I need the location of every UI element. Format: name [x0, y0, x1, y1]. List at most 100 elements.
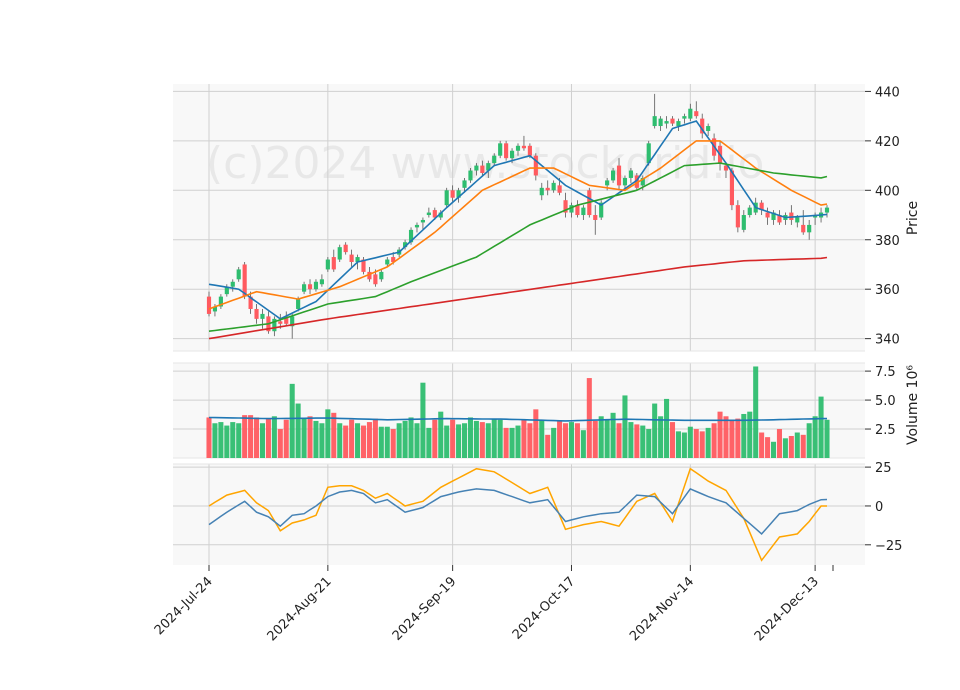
volume-bar — [729, 419, 735, 458]
volume-bar — [254, 417, 260, 458]
volume-bar — [236, 423, 242, 458]
candle-body — [325, 259, 330, 270]
volume-bar — [372, 418, 378, 458]
moving-average-line-100 — [208, 256, 828, 340]
candle — [290, 313, 295, 339]
y-tick-label: −25 — [875, 539, 902, 554]
candle-body — [242, 264, 247, 297]
candle-body — [212, 306, 218, 312]
candle — [676, 118, 681, 131]
candle — [420, 217, 426, 230]
candle — [438, 210, 443, 220]
volume-bar — [759, 432, 765, 458]
volume-bar — [378, 426, 384, 458]
volume-bar — [248, 415, 254, 458]
candle-body — [706, 126, 711, 131]
watermark-text: (c)2024 www.stockgrid.io — [206, 138, 764, 189]
volume-bar — [390, 429, 396, 458]
candle-body — [236, 269, 241, 280]
volume-bar — [355, 423, 361, 458]
candle — [474, 163, 479, 176]
volume-bar — [265, 418, 271, 458]
candle-body — [438, 212, 443, 218]
volume-bar — [800, 434, 806, 458]
volume-bar — [289, 383, 295, 458]
candle-body — [462, 180, 467, 188]
candle-body — [319, 279, 324, 285]
candle — [563, 192, 568, 218]
candle-body — [206, 296, 212, 314]
volume-bar — [479, 422, 485, 458]
candle-body — [682, 116, 687, 119]
y-tick-label: 380 — [875, 234, 900, 249]
candle-body — [658, 118, 663, 127]
candle-body — [444, 190, 449, 206]
candle-body — [824, 207, 830, 213]
candle — [272, 316, 277, 337]
candle — [403, 239, 408, 250]
candle-body — [759, 202, 764, 211]
candle-body — [640, 177, 645, 186]
volume-bar — [551, 427, 557, 458]
y-tick-label: 340 — [875, 333, 900, 348]
candle-body — [361, 259, 366, 272]
candle — [545, 180, 550, 196]
candle-body — [349, 254, 354, 262]
volume-bar — [770, 441, 777, 458]
volume-bar — [313, 420, 319, 458]
candle — [789, 205, 794, 225]
volume-bar — [765, 437, 771, 458]
candle-body — [664, 121, 669, 124]
candle-body — [539, 187, 544, 196]
candle-body — [278, 321, 283, 324]
candle-body — [646, 143, 651, 164]
volume-bar — [473, 420, 479, 458]
moving-average-lines — [208, 120, 828, 340]
candle — [759, 200, 764, 216]
candle — [610, 168, 616, 183]
volume-bar — [610, 412, 616, 458]
candle-body — [260, 313, 265, 319]
candle-body — [301, 284, 307, 292]
candle — [824, 205, 830, 218]
volume-bar — [242, 415, 248, 458]
volume-bar — [360, 425, 367, 458]
volume-bar — [337, 423, 343, 458]
volume-bar — [396, 423, 402, 458]
volume-bar — [753, 366, 759, 458]
volume-bar — [533, 409, 539, 458]
oscillator-signal-line — [208, 467, 827, 562]
volume-bar — [307, 416, 313, 458]
volume-bar — [806, 423, 812, 458]
candle — [575, 200, 580, 218]
candle — [729, 168, 735, 211]
candle-body — [337, 247, 342, 260]
volume-bar — [414, 423, 420, 458]
volume-bar — [515, 425, 521, 458]
y-tick-label: 5.0 — [875, 394, 896, 409]
candle-body — [230, 281, 235, 287]
candle-body — [789, 212, 794, 220]
candle — [331, 249, 336, 272]
price-axis-label: Price — [905, 201, 921, 235]
oscillator-lines — [208, 467, 828, 562]
volume-bar — [444, 425, 450, 458]
candle — [807, 219, 812, 240]
candle-body — [670, 118, 675, 124]
volume-bar — [283, 419, 289, 458]
volume-bar — [325, 409, 331, 458]
volume-bar — [461, 423, 468, 458]
x-tick-label: 2024-Aug-21 — [265, 574, 335, 644]
candle — [462, 177, 467, 193]
volume-bar — [705, 427, 711, 458]
candle-body — [450, 190, 455, 198]
volume-bar — [497, 419, 503, 458]
candle — [581, 205, 586, 220]
candle-body — [545, 187, 550, 191]
candle-body — [515, 145, 521, 151]
candle-body — [700, 118, 705, 134]
volume-bar — [456, 424, 462, 458]
moving-average-line-20 — [208, 162, 828, 332]
x-tick-label: 2024-Nov-14 — [627, 574, 697, 644]
